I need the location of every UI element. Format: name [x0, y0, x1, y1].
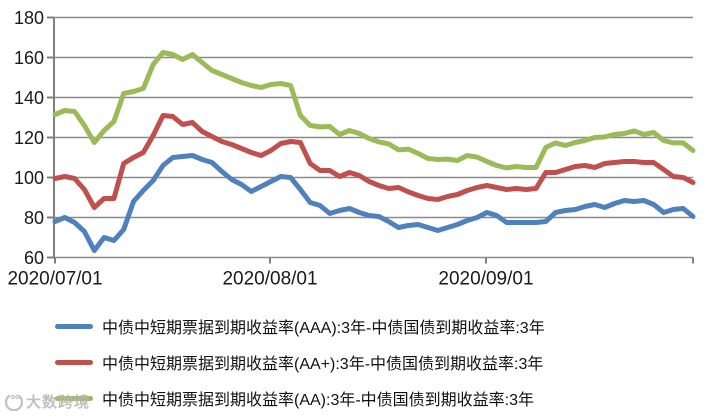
y-tick-label-80: 80 — [24, 208, 44, 228]
line-chart: 60 80 100 120 140 160 180 2020/07/01 2020/08/01 2… — [7, 8, 696, 290]
legend-marker-aaa — [55, 323, 93, 329]
y-tick-label-60: 60 — [24, 248, 44, 268]
legend-item-aaa: 中债中短期票据到期收益率(AAA):3年-中债国债到期收益率:3年 — [55, 314, 705, 338]
x-tick-label-2: 2020/09/01 — [438, 269, 533, 290]
series-line-aa-plus — [52, 113, 696, 210]
legend-marker-aa — [55, 395, 93, 401]
series-line-aaa — [52, 153, 696, 253]
legend-label-aa-plus: 中债中短期票据到期收益率(AA+):3年-中债国债到期收益率:3年 — [102, 356, 544, 373]
y-tick-label-100: 100 — [14, 168, 44, 188]
y-tick-label-120: 120 — [14, 128, 44, 148]
legend-label-aaa: 中债中短期票据到期收益率(AAA):3年-中债国债到期收益率:3年 — [102, 320, 545, 337]
chart-legend: 中债中短期票据到期收益率(AAA):3年-中债国债到期收益率:3年 中债中短期票… — [55, 314, 705, 420]
legend-marker-aa-plus — [55, 359, 93, 365]
x-tick-label-1: 2020/08/01 — [222, 269, 317, 290]
legend-label-aa: 中债中短期票据到期收益率(AA):3年-中债国债到期收益率:3年 — [102, 392, 535, 409]
series-line-aa — [52, 50, 696, 171]
y-tick-label-160: 160 — [14, 48, 44, 68]
legend-item-aa: 中债中短期票据到期收益率(AA):3年-中债国债到期收益率:3年 — [55, 386, 705, 410]
y-tick-label-180: 180 — [14, 8, 44, 28]
x-tick-label-0: 2020/07/01 — [7, 269, 102, 290]
legend-item-aa-plus: 中债中短期票据到期收益率(AA+):3年-中债国债到期收益率:3年 — [55, 350, 705, 374]
y-tick-label-140: 140 — [14, 88, 44, 108]
watermark-logo-icon — [5, 394, 23, 411]
